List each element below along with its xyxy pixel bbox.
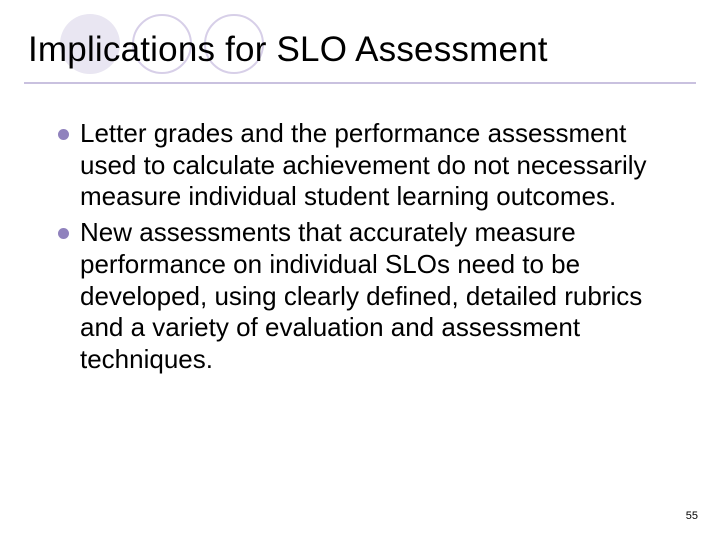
- page-number: 55: [686, 510, 698, 522]
- bullet-dot-icon: [58, 228, 69, 239]
- bullet-dot-icon: [58, 129, 69, 140]
- bullet-text: New assessments that accurately measure …: [80, 217, 678, 376]
- slide-title: Implications for SLO Assessment: [28, 30, 548, 70]
- bullet-item: New assessments that accurately measure …: [58, 217, 678, 376]
- slide: Implications for SLO Assessment Letter g…: [0, 0, 720, 540]
- bullet-text: Letter grades and the performance assess…: [80, 118, 678, 213]
- slide-body: Letter grades and the performance assess…: [58, 118, 678, 380]
- title-divider: [24, 82, 696, 84]
- bullet-item: Letter grades and the performance assess…: [58, 118, 678, 213]
